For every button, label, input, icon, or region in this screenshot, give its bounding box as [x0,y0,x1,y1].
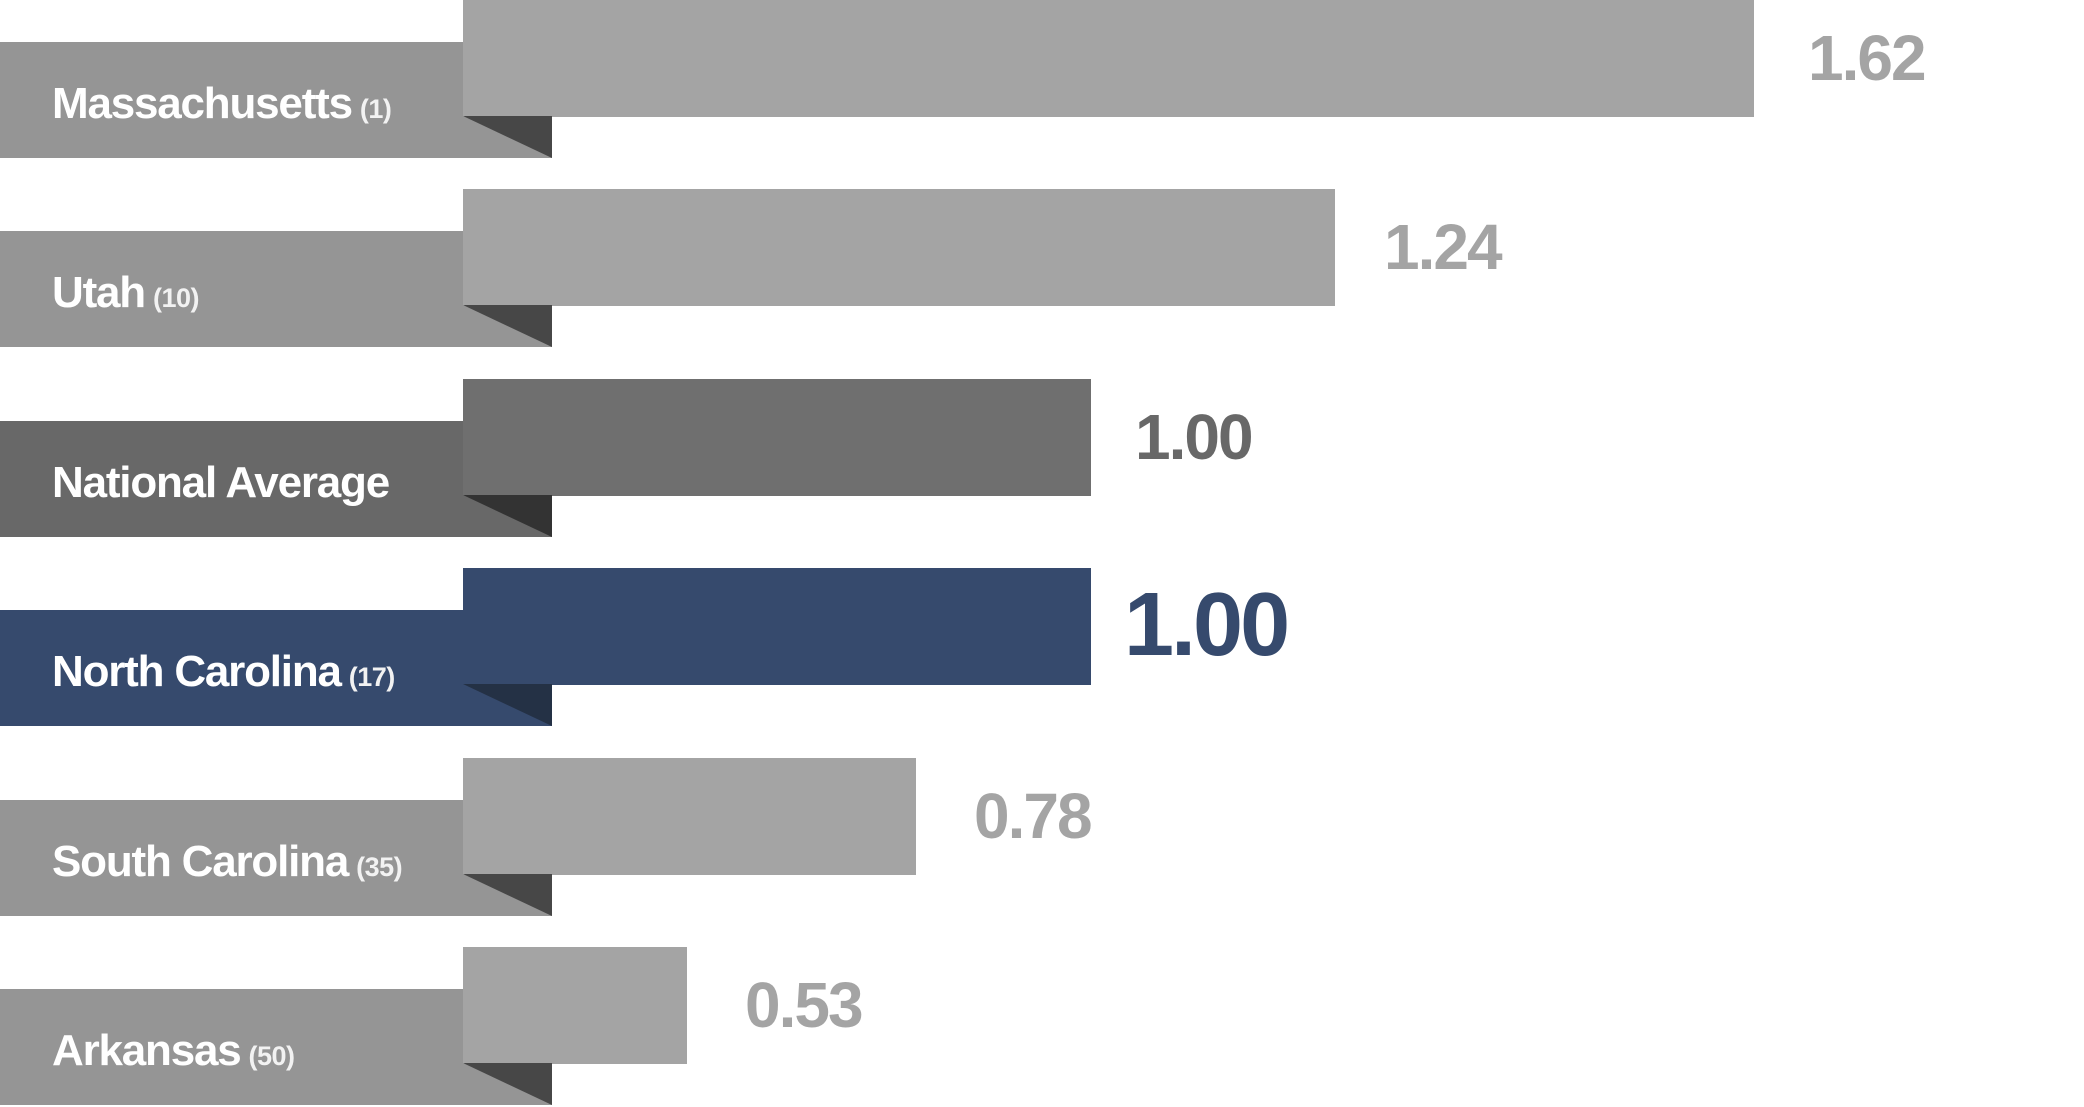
bar [463,189,1335,306]
bar [463,379,1091,496]
bar [463,947,687,1064]
category-name: South Carolina [52,837,349,886]
category-name: Utah [52,268,146,317]
value-label: 1.00 [1135,401,1254,473]
fold-shadow-icon [463,874,552,916]
category-label: South Carolina (35) [52,837,403,886]
category-label: Massachusetts (1) [52,79,392,128]
bar [463,758,916,875]
category-rank: (50) [248,1041,296,1071]
value-label: 1.00 [1124,575,1290,675]
category-rank: (10) [152,283,200,313]
value-label: 1.24 [1384,211,1503,283]
label-box: National Average [0,421,552,537]
bar-row-south-carolina: South Carolina (35) 0.78 [0,758,2084,918]
fold-shadow-icon [463,684,552,726]
bar-row-massachusetts: Massachusetts (1) 1.62 [0,0,2084,160]
category-rank: (35) [356,852,403,882]
bar-row-arkansas: Arkansas (50) 0.53 [0,947,2084,1107]
value-label: 1.62 [1808,22,1927,94]
bar [463,568,1091,685]
category-name: Massachusetts [52,79,353,128]
label-box: Arkansas (50) [0,989,552,1105]
label-box: Utah (10) [0,231,552,347]
category-name: Arkansas [52,1026,242,1075]
category-name: North Carolina [52,647,342,696]
label-box: North Carolina (17) [0,610,552,726]
category-label: Utah (10) [52,268,200,317]
value-label: 0.53 [745,969,864,1041]
label-box: Massachusetts (1) [0,42,552,158]
category-rank: (1) [359,94,392,124]
fold-shadow-icon [463,495,552,537]
bar-row-national-average: National Average 1.00 [0,379,2084,539]
category-name: National Average [52,458,390,507]
bar-row-utah: Utah (10) 1.24 [0,189,2084,349]
fold-shadow-icon [463,116,552,158]
value-label: 0.78 [974,780,1093,852]
bar [463,0,1754,117]
category-label: North Carolina (17) [52,650,395,694]
category-rank: (17) [348,662,396,692]
fold-shadow-icon [463,1063,552,1105]
bar-row-north-carolina: North Carolina (17) 1.00 [0,568,2084,728]
category-label: Arkansas (50) [52,1029,295,1073]
label-box: South Carolina (35) [0,800,552,916]
category-label: National Average [52,458,390,507]
fold-shadow-icon [463,305,552,347]
